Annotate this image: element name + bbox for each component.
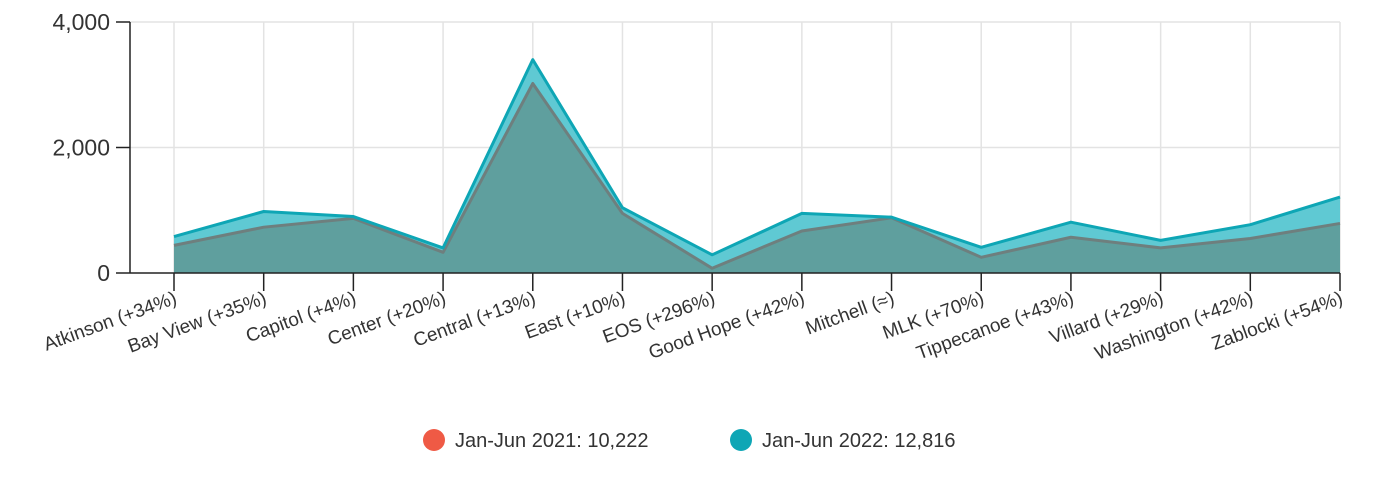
x-tick-label: Good Hope (+42%): [646, 288, 808, 364]
line-2021: [173, 81, 1341, 270]
legend-label-2022: Jan-Jun 2022: 12,816: [762, 430, 956, 452]
y-tick-label: 0: [97, 260, 110, 286]
legend-marker-2021: [423, 429, 445, 451]
legend: Jan-Jun 2021: 10,222 Jan-Jun 2022: 12,81…: [423, 429, 956, 452]
legend-label-2021: Jan-Jun 2021: 10,222: [455, 430, 649, 452]
legend-marker-2022: [730, 429, 752, 451]
y-tick-label: 4,000: [52, 9, 110, 35]
line-2022: [173, 58, 1341, 257]
area-series-layer: [173, 58, 1341, 274]
area-2021: [174, 83, 1340, 274]
y-tick-label: 2,000: [52, 135, 110, 161]
